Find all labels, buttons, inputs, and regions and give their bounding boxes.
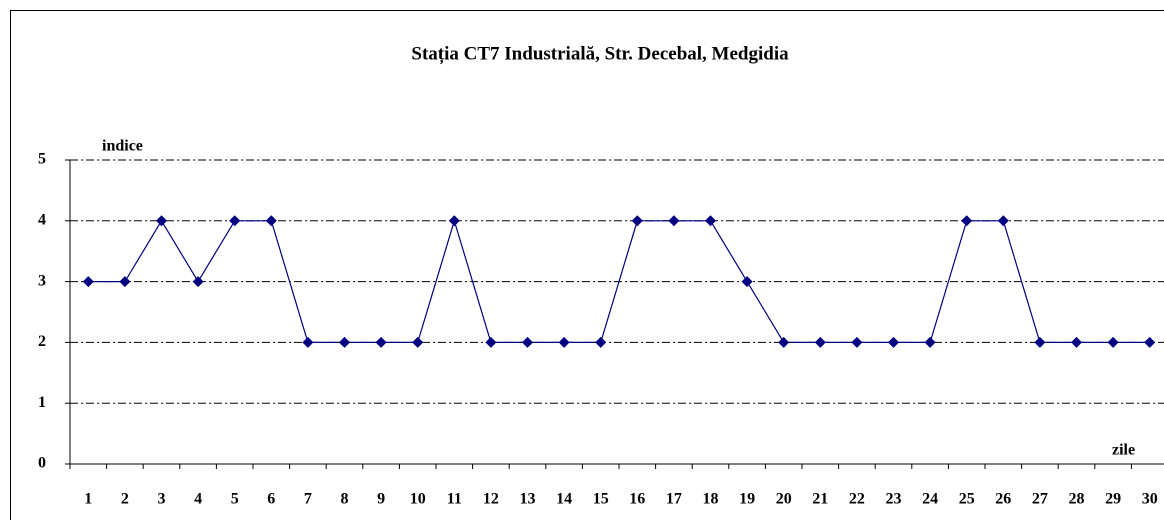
y-tick-label: 3 <box>38 272 46 289</box>
y-tick-label: 1 <box>38 394 46 411</box>
data-point <box>997 215 1009 227</box>
data-point <box>265 215 277 227</box>
data-point <box>522 336 533 348</box>
data-point <box>1034 336 1046 348</box>
data-point <box>412 336 424 348</box>
y-tick-label: 5 <box>38 151 46 168</box>
x-tick-label: 18 <box>703 491 719 508</box>
x-tick-label: 24 <box>922 491 938 508</box>
data-point <box>229 215 241 227</box>
x-tick-label: 14 <box>556 491 572 508</box>
x-tick-label: 12 <box>483 491 499 508</box>
y-tick-label: 4 <box>38 211 46 228</box>
data-point <box>814 336 826 348</box>
data-point <box>1071 336 1082 348</box>
x-tick-label: 25 <box>959 491 975 508</box>
data-point <box>631 215 643 227</box>
data-point <box>485 336 497 348</box>
data-point <box>156 215 167 227</box>
x-axis-label: zile <box>1112 442 1135 459</box>
data-point <box>119 276 131 288</box>
chart-border <box>10 10 1164 520</box>
data-point <box>339 336 350 348</box>
data-point <box>558 336 570 348</box>
data-point <box>668 215 680 227</box>
x-tick-label: 22 <box>849 491 865 508</box>
x-tick-label: 20 <box>776 491 792 508</box>
data-point <box>1144 336 1156 348</box>
x-tick-label: 8 <box>341 491 349 508</box>
data-point <box>741 276 753 288</box>
x-tick-label: 27 <box>1032 491 1048 508</box>
data-point <box>448 215 460 227</box>
data-point <box>595 336 607 348</box>
series-line <box>88 218 1150 343</box>
data-point <box>888 336 899 348</box>
chart-title: Stația CT7 Industrială, Str. Decebal, Me… <box>411 43 789 64</box>
x-tick-label: 26 <box>995 491 1011 508</box>
data-point <box>851 336 863 348</box>
data-point <box>82 276 94 288</box>
data-point <box>192 276 204 288</box>
x-tick-label: 6 <box>267 491 275 508</box>
x-tick-label: 4 <box>194 491 202 508</box>
x-tick-label: 3 <box>158 491 166 508</box>
x-tick-label: 16 <box>629 491 645 508</box>
data-point <box>302 336 314 348</box>
x-tick-label: 1 <box>84 491 92 508</box>
x-tick-label: 19 <box>739 491 755 508</box>
x-tick-label: 29 <box>1105 491 1121 508</box>
y-axis-label: indice <box>102 138 143 155</box>
x-tick-label: 10 <box>410 491 426 508</box>
x-tick-label: 7 <box>304 491 312 508</box>
data-point <box>924 336 936 348</box>
x-tick-label: 5 <box>231 491 239 508</box>
x-tick-label: 9 <box>377 491 385 508</box>
x-tick-label: 21 <box>812 491 828 508</box>
data-point <box>1107 336 1119 348</box>
x-tick-label: 23 <box>886 491 902 508</box>
x-tick-label: 13 <box>520 491 536 508</box>
x-tick-label: 30 <box>1142 491 1158 508</box>
data-point <box>778 336 790 348</box>
x-tick-label: 15 <box>593 491 609 508</box>
x-tick-label: 11 <box>447 491 462 508</box>
data-point <box>375 336 387 348</box>
x-tick-label: 17 <box>666 491 682 508</box>
y-tick-label: 0 <box>38 455 46 472</box>
x-tick-label: 2 <box>121 491 129 508</box>
x-tick-label: 28 <box>1069 491 1085 508</box>
data-point <box>961 215 973 227</box>
y-tick-label: 2 <box>38 333 46 350</box>
data-point <box>705 215 716 227</box>
